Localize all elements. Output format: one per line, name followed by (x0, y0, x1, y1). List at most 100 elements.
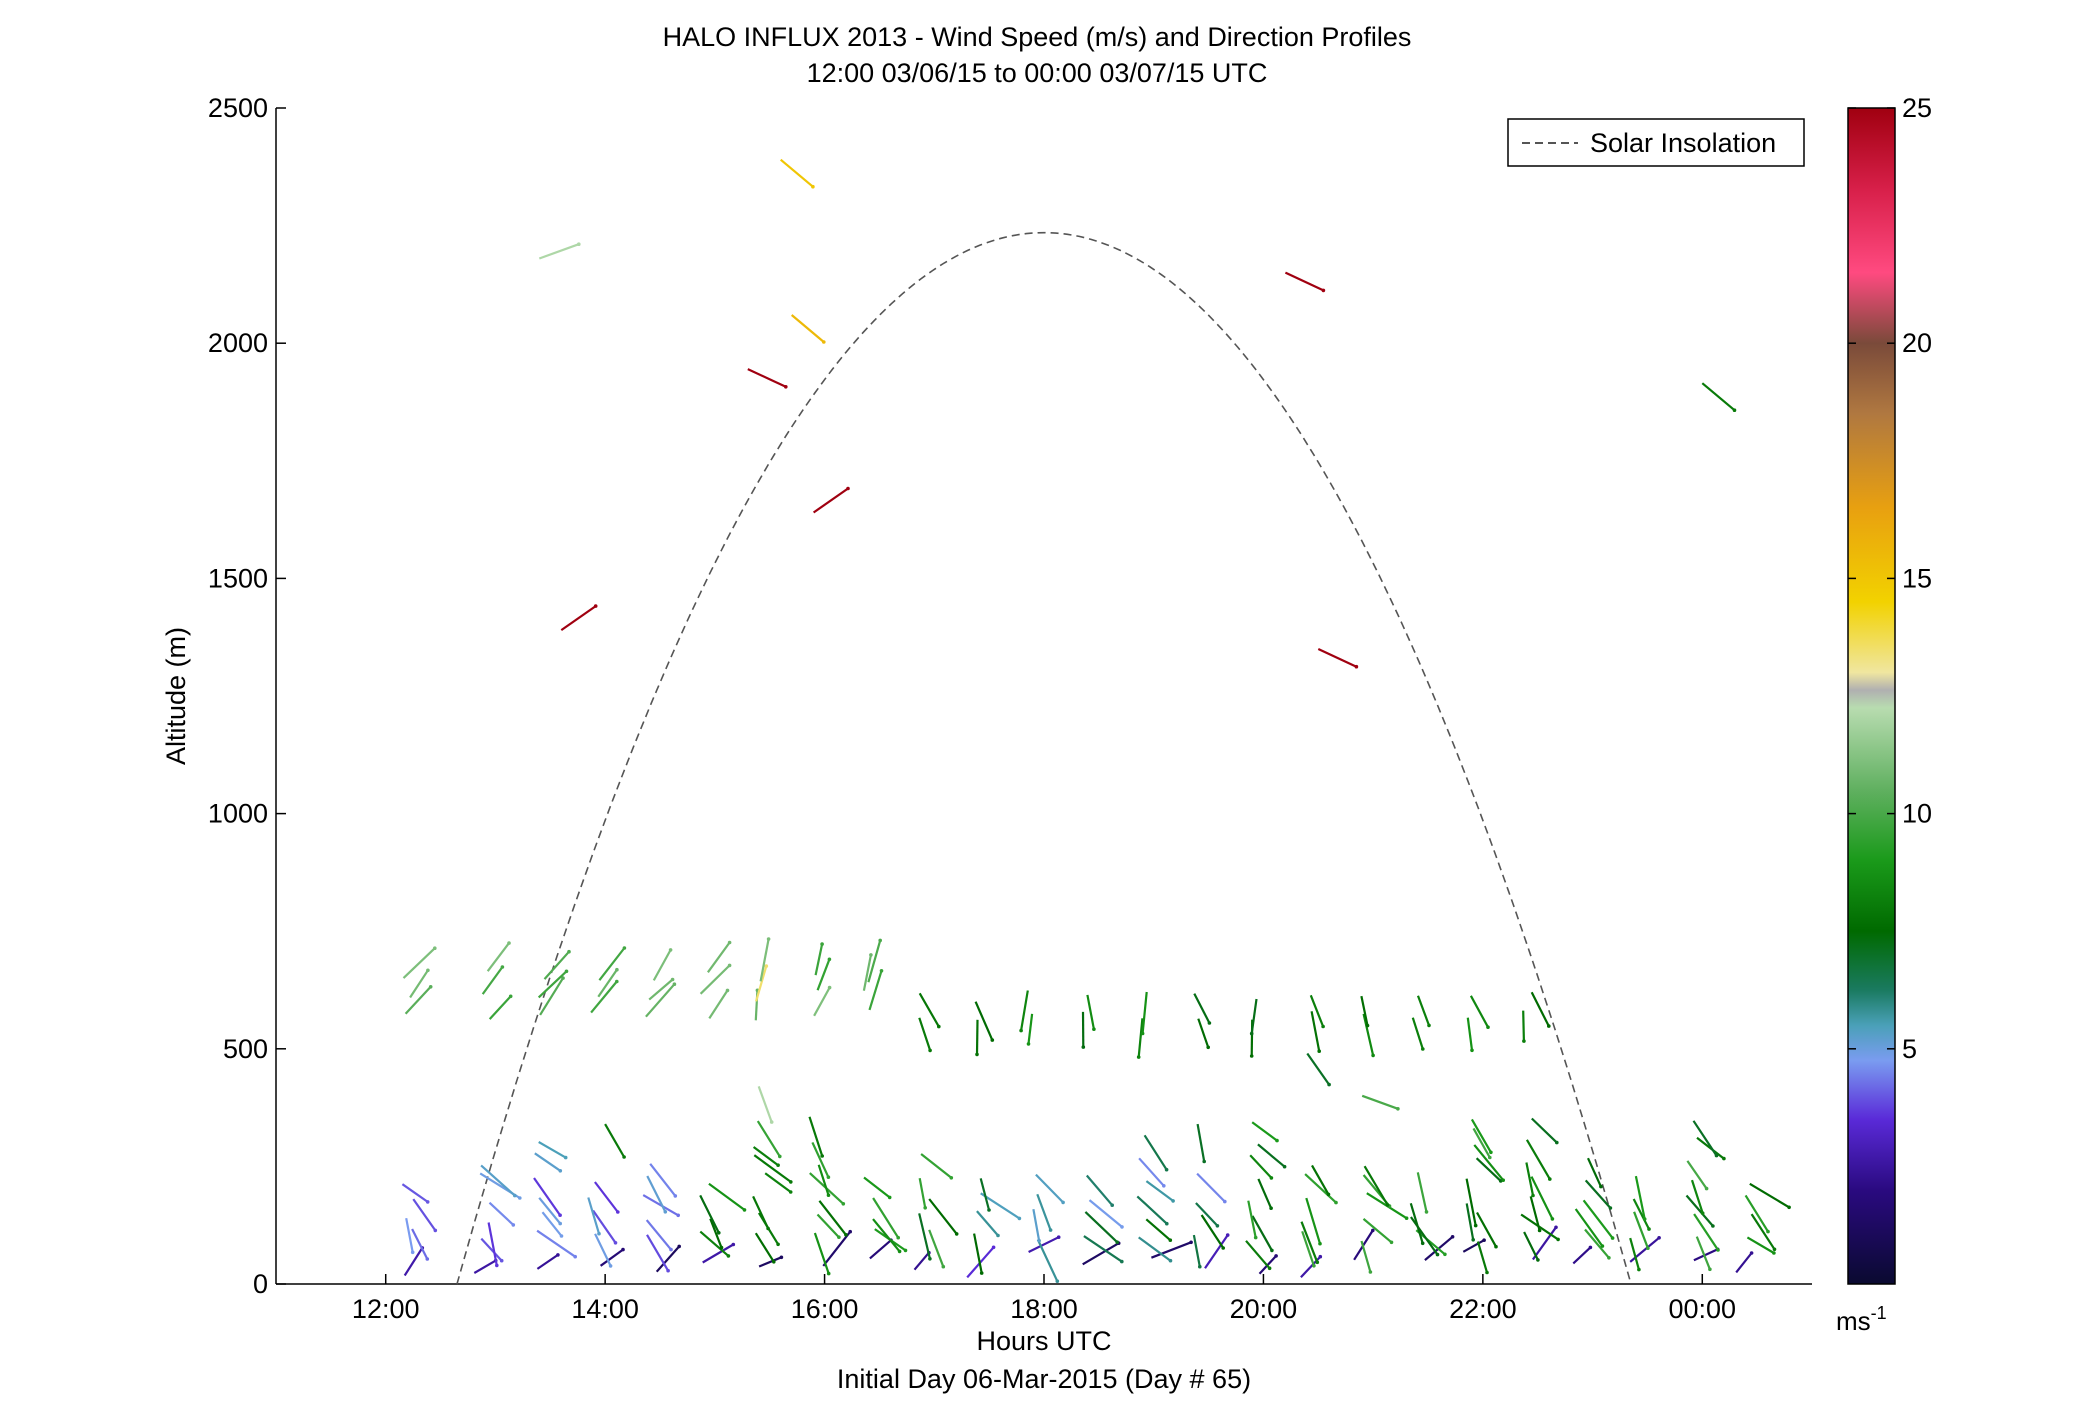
wind-vector (538, 1141, 567, 1159)
wind-vector (1686, 1160, 1708, 1190)
wind-vector-head (827, 985, 832, 990)
wind-vector-head (1716, 1248, 1720, 1252)
wind-vector-head (1168, 1258, 1173, 1263)
wind-vector-head (1371, 1053, 1375, 1058)
wind-vector (1020, 990, 1029, 1031)
wind-vector (1027, 1013, 1034, 1045)
wind-vector-head (1424, 1210, 1429, 1214)
wind-vector (709, 1218, 723, 1248)
wind-vector (1085, 1174, 1114, 1206)
wind-vector-head (1637, 1267, 1641, 1272)
wind-vector (1143, 1134, 1168, 1171)
wind-vector (1530, 1176, 1554, 1220)
wind-vector (536, 1253, 559, 1270)
wind-vector (1466, 1017, 1474, 1051)
wind-vector-head (573, 1254, 577, 1259)
wind-vector-head (766, 1226, 770, 1231)
wind-vector (1032, 1209, 1041, 1241)
wind-vector (918, 1177, 927, 1209)
wind-vector-head (1642, 1217, 1647, 1221)
wind-vector-head (1470, 1048, 1474, 1053)
wind-vector (1690, 1179, 1704, 1214)
wind-vector-head (1270, 1248, 1274, 1253)
wind-vector-head (1700, 1211, 1705, 1215)
wind-vector (1193, 993, 1211, 1024)
wind-vector (1693, 1213, 1719, 1251)
wind-vector-head (1048, 1228, 1053, 1232)
wind-vector-head (1396, 1107, 1400, 1111)
wind-vector-head (1646, 1246, 1650, 1250)
wind-vector-head (1275, 1138, 1279, 1143)
wind-vector-head (1318, 1254, 1323, 1259)
wind-vector-head (1787, 1205, 1791, 1210)
wind-vector-head (789, 1180, 793, 1184)
wind-vector (592, 1209, 617, 1244)
wind-vector (1145, 1218, 1172, 1242)
wind-vector-head (511, 1223, 516, 1227)
colorbar-gradient (1847, 107, 1896, 1285)
wind-vector (1300, 1221, 1319, 1263)
wind-vector (1632, 1198, 1650, 1230)
wind-vector (1251, 1121, 1278, 1142)
wind-vector-head (719, 1245, 724, 1250)
wind-vector (814, 943, 824, 976)
wind-vector-head (428, 985, 433, 989)
wind-vector (1028, 1236, 1060, 1253)
wind-vector (813, 987, 831, 1017)
wind-vector-head (495, 1263, 499, 1268)
wind-vector (816, 958, 831, 991)
wind-vector-head (677, 1244, 681, 1249)
axis-ticks: 12:00 14:00 16:00 18:00 20:00 22:00 00:00 0 500 1… (208, 93, 1736, 1324)
wind-vector (813, 1232, 830, 1274)
wind-vector (1525, 1139, 1551, 1180)
wind-vector (758, 1256, 782, 1268)
wind-vector-head (1427, 1023, 1431, 1028)
wind-vector (790, 314, 825, 343)
wind-vector-head (1055, 1279, 1060, 1283)
colorbar-tick-label: 15 (1902, 563, 1932, 593)
wind-vector-head (1249, 1054, 1254, 1058)
wind-vector-head (1548, 1177, 1552, 1181)
wind-vector (1036, 1193, 1052, 1231)
wind-vector-head (841, 1202, 846, 1206)
wind-vector (401, 1183, 429, 1203)
wind-vector-head (1162, 1184, 1166, 1188)
wind-vector (402, 947, 436, 979)
wind-vector (404, 986, 432, 1015)
wind-vector-head (500, 965, 505, 969)
wind-vector-head (1501, 1178, 1505, 1182)
wind-vector (1195, 1202, 1219, 1227)
wind-vector-head (1610, 1236, 1615, 1240)
wind-vector-head (1269, 1206, 1273, 1210)
wind-vector-head (1608, 1206, 1613, 1210)
wind-vector-head (507, 941, 511, 945)
legend: Solar Insolation (1507, 118, 1805, 167)
wind-vector (1306, 1052, 1331, 1086)
wind-vector (536, 1229, 576, 1258)
wind-vector-head (1647, 1227, 1651, 1231)
wind-vector-head (826, 1175, 831, 1179)
wind-vector (817, 1164, 830, 1196)
wind-vector (1685, 1194, 1714, 1227)
wind-vector-head (1450, 1235, 1455, 1239)
wind-vector (1361, 1094, 1399, 1110)
wind-vector-head (425, 1200, 430, 1204)
plot-area (276, 108, 1812, 1284)
wind-vector-head (670, 977, 675, 982)
wind-vector-head (827, 957, 832, 962)
wind-vector-head (1092, 1027, 1096, 1031)
wind-vector (533, 1177, 562, 1216)
wind-vector (928, 1229, 945, 1268)
wind-vector-head (764, 964, 769, 968)
wind-vector-head (563, 1155, 568, 1160)
wind-vector-head (622, 1155, 626, 1159)
wind-vector (646, 1175, 667, 1213)
wind-vector-head (923, 1206, 927, 1210)
wind-vector (757, 1086, 773, 1123)
wind-vector (1136, 1195, 1168, 1225)
wind-vector-head (558, 1221, 562, 1226)
wind-vector-head (1711, 1224, 1715, 1228)
wind-vector-head (731, 1242, 736, 1247)
wind-vector-head (1714, 1153, 1719, 1158)
wind-vector-head (769, 1120, 774, 1124)
